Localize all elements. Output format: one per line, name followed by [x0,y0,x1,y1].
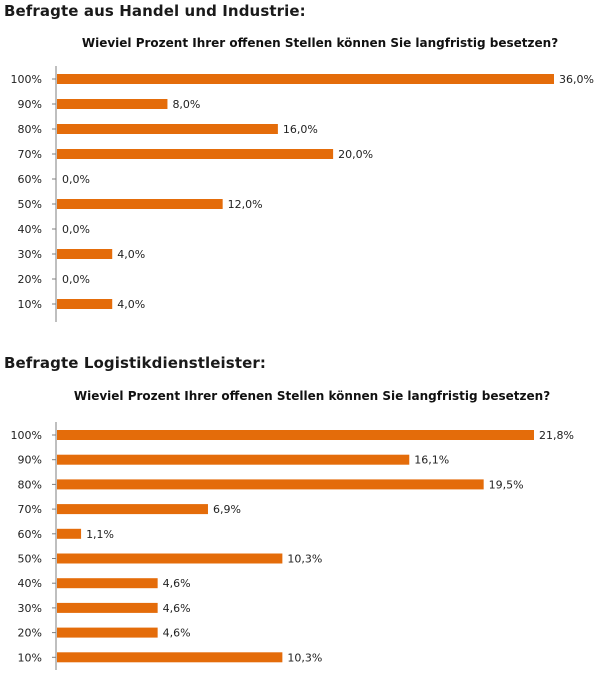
y-tick-label: 60% [18,173,42,186]
data-label: 16,0% [283,123,318,136]
section-heading: Befragte aus Handel und Industrie: [4,2,306,20]
data-label: 4,6% [163,602,191,615]
data-label: 10,3% [287,651,322,664]
bar [57,74,554,84]
y-tick-label: 100% [11,429,42,442]
data-label: 4,0% [117,248,145,261]
chart-section-logistikdienstleister: Befragte Logistikdienstleister: Wieviel … [0,352,600,680]
y-tick-label: 70% [18,503,42,516]
y-tick-label: 40% [18,577,42,590]
y-tick-label: 60% [18,528,42,541]
y-tick-label: 70% [18,148,42,161]
bar [57,479,484,490]
y-tick-label: 80% [18,478,42,491]
y-tick-label: 50% [18,198,42,211]
data-label: 0,0% [62,173,90,186]
y-tick-label: 20% [18,273,42,286]
y-tick-label: 30% [18,248,42,261]
bar [57,504,208,515]
y-tick-label: 90% [18,98,42,111]
y-tick-label: 50% [18,553,42,566]
y-tick-label: 90% [18,454,42,467]
bar [57,430,534,440]
data-label: 36,0% [559,73,594,86]
y-tick-label: 40% [18,223,42,236]
data-label: 16,1% [414,454,449,467]
bar [57,124,278,134]
data-label: 20,0% [338,148,373,161]
y-tick-label: 30% [18,602,42,615]
y-tick-label: 10% [18,651,42,664]
data-label: 4,6% [163,627,191,640]
data-label: 21,8% [539,429,574,442]
chart-section-handel-industrie: Befragte aus Handel und Industrie: Wievi… [0,0,600,330]
data-label: 4,0% [117,298,145,311]
data-label: 6,9% [213,503,241,516]
chart-title: Wieviel Prozent Ihrer offenen Stellen kö… [73,389,551,403]
data-label: 1,1% [86,528,114,541]
bar-chart-logistikdienstleister: 100% 21,8% 90% 16,1% 80% 19,5% 70% 6,9% 60% 1,1% 5… [11,422,574,670]
bar [57,299,113,309]
y-tick-label: 100% [11,73,42,86]
bar [57,652,283,663]
bar [57,149,334,159]
bar [57,528,82,539]
bar [57,199,223,209]
bar-chart-handel-industrie: 100% 36,0% 90% 8,0% 80% 16,0% 70% 20,0% 60% 0,0% 5… [11,66,594,322]
y-tick-label: 80% [18,123,42,136]
y-tick-label: 20% [18,627,42,640]
y-tick-label: 10% [18,298,42,311]
bar [57,578,158,589]
data-label: 4,6% [163,577,191,590]
bar [57,553,283,564]
section-heading: Befragte Logistikdienstleister: [4,354,266,372]
bar [57,249,113,259]
data-label: 10,3% [287,553,322,566]
data-label: 8,0% [172,98,200,111]
bar [57,99,168,109]
chart-title: Wieviel Prozent Ihrer offenen Stellen kö… [81,36,559,50]
data-label: 0,0% [62,223,90,236]
bar [57,602,158,613]
bar [57,627,158,638]
bar [57,454,410,465]
data-label: 0,0% [62,273,90,286]
data-label: 12,0% [228,198,263,211]
data-label: 19,5% [489,478,524,491]
